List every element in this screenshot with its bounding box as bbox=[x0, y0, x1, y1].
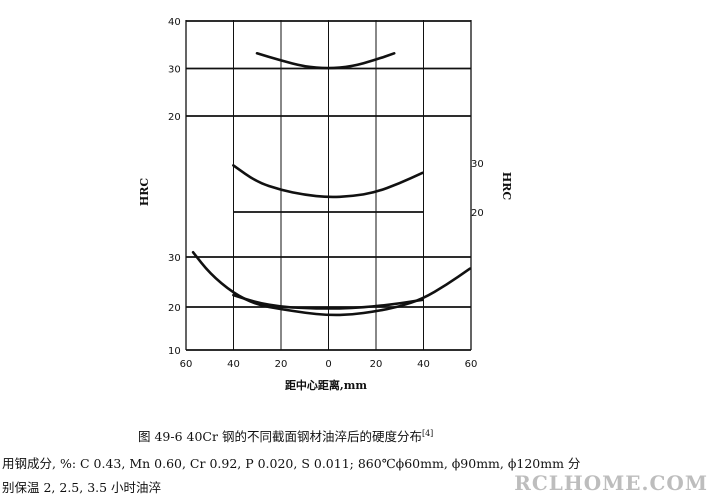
y-tick-label: 10 bbox=[168, 346, 181, 357]
caption-composition-line: 用钢成分, %: C 0.43, Mn 0.60, Cr 0.92, P 0.0… bbox=[2, 456, 581, 471]
x-tick-label: 20 bbox=[370, 359, 383, 370]
x-tick-label: 40 bbox=[227, 359, 240, 370]
caption-treatment-line: 别保温 2, 2.5, 3.5 小时油淬 bbox=[2, 480, 162, 495]
figure-caption: 图 49-6 40Cr 钢的不同截面钢材油淬后的硬度分布[4] bbox=[138, 426, 433, 445]
hardness-chart: 40 30 20 30 20 30 20 10 HRC HRC 60 40 20 0 20 40 60 距中心距离… bbox=[138, 17, 513, 392]
hardness-curve bbox=[191, 251, 472, 317]
y-tick-label: 20 bbox=[471, 208, 484, 219]
y-axis-title: HRC bbox=[500, 172, 513, 201]
chart-grid bbox=[185, 20, 472, 351]
y-tick-label: 20 bbox=[168, 112, 181, 123]
chart-curves bbox=[191, 52, 472, 317]
hardness-curve bbox=[232, 293, 424, 310]
watermark-text: RCLHOME.COM bbox=[514, 471, 708, 495]
x-axis-title: 距中心距离,mm bbox=[285, 378, 367, 392]
y-tick-label: 20 bbox=[168, 303, 181, 314]
y-tick-label: 40 bbox=[168, 17, 181, 28]
y-tick-label: 30 bbox=[168, 253, 181, 264]
y-tick-label: 30 bbox=[471, 159, 484, 170]
figure-reference: [4] bbox=[421, 428, 434, 438]
x-tick-label: 60 bbox=[465, 359, 478, 370]
hardness-curve bbox=[255, 52, 396, 70]
x-tick-label: 60 bbox=[180, 359, 193, 370]
y-axis-title: HRC bbox=[138, 178, 151, 207]
x-tick-label: 0 bbox=[325, 359, 331, 370]
y-tick-label: 30 bbox=[168, 65, 181, 76]
figure-title: 图 49-6 40Cr 钢的不同截面钢材油淬后的硬度分布 bbox=[138, 429, 422, 444]
hardness-curve bbox=[232, 164, 424, 199]
x-tick-label: 20 bbox=[275, 359, 288, 370]
chart-labels: 40 30 20 30 20 30 20 10 HRC HRC 60 40 20 0 20 40 60 距中心距离… bbox=[138, 17, 513, 392]
x-tick-label: 40 bbox=[417, 359, 430, 370]
